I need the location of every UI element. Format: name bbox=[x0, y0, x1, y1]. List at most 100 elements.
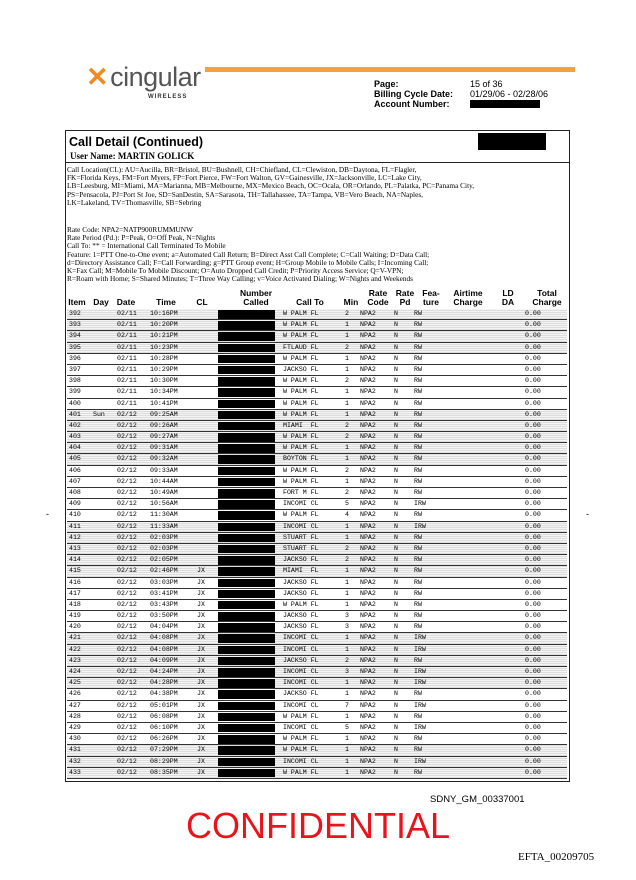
number-called-redaction bbox=[218, 567, 275, 576]
call-to-cell: INCOMI CL bbox=[283, 645, 319, 653]
feature-cell: RW bbox=[414, 321, 422, 329]
rate-code-cell: NPA2 bbox=[360, 578, 376, 586]
total-charge-cell: 0.00 bbox=[525, 332, 541, 340]
date-cell: 02/12 bbox=[117, 533, 137, 541]
item-cell: 405 bbox=[69, 455, 81, 463]
item-cell: 433 bbox=[69, 768, 81, 776]
redaction bbox=[478, 133, 546, 150]
billing-cycle-label: Billing Cycle Date: bbox=[374, 89, 454, 99]
time-cell: 08:35PM bbox=[150, 768, 178, 776]
item-cell: 432 bbox=[69, 757, 81, 765]
time-cell: 04:08PM bbox=[150, 634, 178, 642]
rate-code-cell: NPA2 bbox=[360, 500, 376, 508]
time-cell: 10:23PM bbox=[150, 343, 178, 351]
rate-pd-cell: N bbox=[394, 612, 398, 620]
call-to-cell: W PALM FL bbox=[283, 433, 319, 441]
time-cell: 09:26AM bbox=[150, 421, 178, 429]
total-charge-cell: 0.00 bbox=[525, 589, 541, 597]
table-row: 407 02/12 10:44AM W PALM FL 1 NPA2 N RW 0.00 bbox=[67, 477, 567, 488]
number-called-redaction bbox=[218, 477, 275, 487]
rate-pd-cell: N bbox=[394, 444, 398, 452]
item-cell: 411 bbox=[69, 522, 81, 530]
column-header-number-called: Number Called bbox=[239, 288, 273, 307]
table-row: 424 02/12 04:24PM JX INCOMI CL 3 NPA2 N IRW 0.00 bbox=[67, 667, 567, 679]
item-cell: 413 bbox=[69, 544, 81, 552]
min-cell: 1 bbox=[345, 354, 349, 362]
min-cell: 1 bbox=[345, 768, 349, 776]
rate-code-cell: NPA2 bbox=[360, 489, 376, 496]
cl-cell: JX bbox=[197, 668, 205, 675]
min-cell: 2 bbox=[345, 489, 349, 496]
rate-code-cell: NPA2 bbox=[360, 668, 376, 675]
total-charge-cell: 0.00 bbox=[525, 701, 541, 709]
legend-line: K=Fax Call; M=Mobile To Mobile Discount;… bbox=[67, 266, 404, 276]
table-row: 402 02/12 09:26AM MIAMI FL 2 NPA2 N RW 0.00 bbox=[67, 420, 567, 433]
rate-pd-cell: N bbox=[394, 365, 398, 373]
item-cell: 402 bbox=[69, 421, 81, 429]
rate-code-cell: NPA2 bbox=[360, 343, 376, 351]
number-called-redaction bbox=[218, 388, 275, 397]
total-charge-cell: 0.00 bbox=[525, 388, 541, 396]
margin-mark: - bbox=[46, 509, 49, 519]
min-cell: 1 bbox=[345, 735, 349, 743]
number-called-redaction bbox=[218, 511, 275, 520]
legend-line: FK=Florida Keys, FM=Fort Myers, FP=Fort … bbox=[67, 173, 422, 183]
date-cell: 02/12 bbox=[117, 656, 137, 664]
min-cell: 2 bbox=[345, 656, 349, 664]
rate-pd-cell: N bbox=[394, 556, 398, 564]
total-charge-cell: 0.00 bbox=[525, 690, 541, 698]
time-cell: 06:26PM bbox=[150, 735, 178, 743]
call-to-cell: W PALM FL bbox=[283, 511, 319, 519]
item-cell: 396 bbox=[69, 354, 81, 362]
rate-code-cell: NPA2 bbox=[360, 567, 376, 575]
legend-line: R=Roam with Home; S=Shared Minutes; T=Th… bbox=[67, 274, 414, 284]
call-to-cell: W PALM FL bbox=[283, 600, 319, 608]
table-row: 427 02/12 05:01PM JX INCOMI CL 7 NPA2 N IRW 0.00 bbox=[67, 701, 567, 712]
legend-line: Call Location(CL): AU=Aucilla, BR=Bristo… bbox=[67, 165, 417, 174]
feature-cell: RW bbox=[414, 455, 422, 463]
feature-cell: IRW bbox=[414, 634, 426, 642]
item-cell: 429 bbox=[69, 723, 81, 731]
rate-code-cell: NPA2 bbox=[360, 511, 376, 519]
call-location-legend: Call Location(CL): AU=Aucilla, BR=Bristo… bbox=[67, 165, 474, 207]
time-cell: 02:03PM bbox=[150, 544, 178, 552]
cl-cell: JX bbox=[197, 578, 205, 586]
rate-code-cell: NPA2 bbox=[360, 332, 376, 340]
item-cell: 425 bbox=[69, 679, 81, 687]
number-called-redaction bbox=[218, 455, 275, 464]
time-cell: 09:33AM bbox=[150, 466, 178, 474]
column-header-rate-pd: Rate Pd bbox=[395, 288, 415, 307]
min-cell: 2 bbox=[345, 343, 349, 351]
table-row: 421 02/12 04:08PM JX INCOMI CL 1 NPA2 N IRW 0.00 bbox=[67, 633, 567, 645]
cl-cell: JX bbox=[197, 656, 205, 664]
table-row: 432 02/12 08:29PM JX INCOMI CL 1 NPA2 N IRW 0.00 bbox=[67, 756, 567, 768]
date-cell: 02/11 bbox=[117, 332, 137, 340]
cl-cell: JX bbox=[197, 679, 205, 687]
page-label: Page: bbox=[374, 79, 399, 89]
legend-line: d=Directory Assistance Call; F=Call Forw… bbox=[67, 257, 429, 267]
min-cell: 1 bbox=[345, 679, 349, 687]
date-cell: 02/12 bbox=[117, 556, 137, 564]
legend-line: Rate Code: NPA2=NATP900RUMMUNW bbox=[67, 225, 193, 234]
rate-pd-cell: N bbox=[394, 489, 398, 496]
feature-cell: RW bbox=[414, 310, 422, 317]
time-cell: 10:29PM bbox=[150, 365, 178, 373]
rate-code-cell: NPA2 bbox=[360, 354, 376, 362]
column-header-item: Item bbox=[68, 297, 86, 307]
date-cell: 02/12 bbox=[117, 600, 137, 608]
rate-code-cell: NPA2 bbox=[360, 310, 376, 317]
total-charge-cell: 0.00 bbox=[525, 578, 541, 586]
item-cell: 406 bbox=[69, 466, 81, 474]
date-cell: 02/12 bbox=[117, 623, 137, 631]
total-charge-cell: 0.00 bbox=[525, 377, 541, 385]
number-called-redaction bbox=[218, 399, 275, 408]
time-cell: 03:03PM bbox=[150, 578, 178, 586]
number-called-redaction bbox=[218, 712, 275, 722]
billing-cycle-value: 01/29/06 - 02/28/06 bbox=[470, 89, 549, 99]
number-called-redaction bbox=[218, 668, 275, 677]
number-called-redaction bbox=[218, 421, 275, 431]
item-cell: 414 bbox=[69, 556, 81, 564]
table-row: 410 02/12 11:30AM W PALM FL 4 NPA2 N RW 0.00 bbox=[67, 510, 567, 522]
time-cell: 07:29PM bbox=[150, 746, 178, 754]
date-cell: 02/12 bbox=[117, 723, 137, 731]
